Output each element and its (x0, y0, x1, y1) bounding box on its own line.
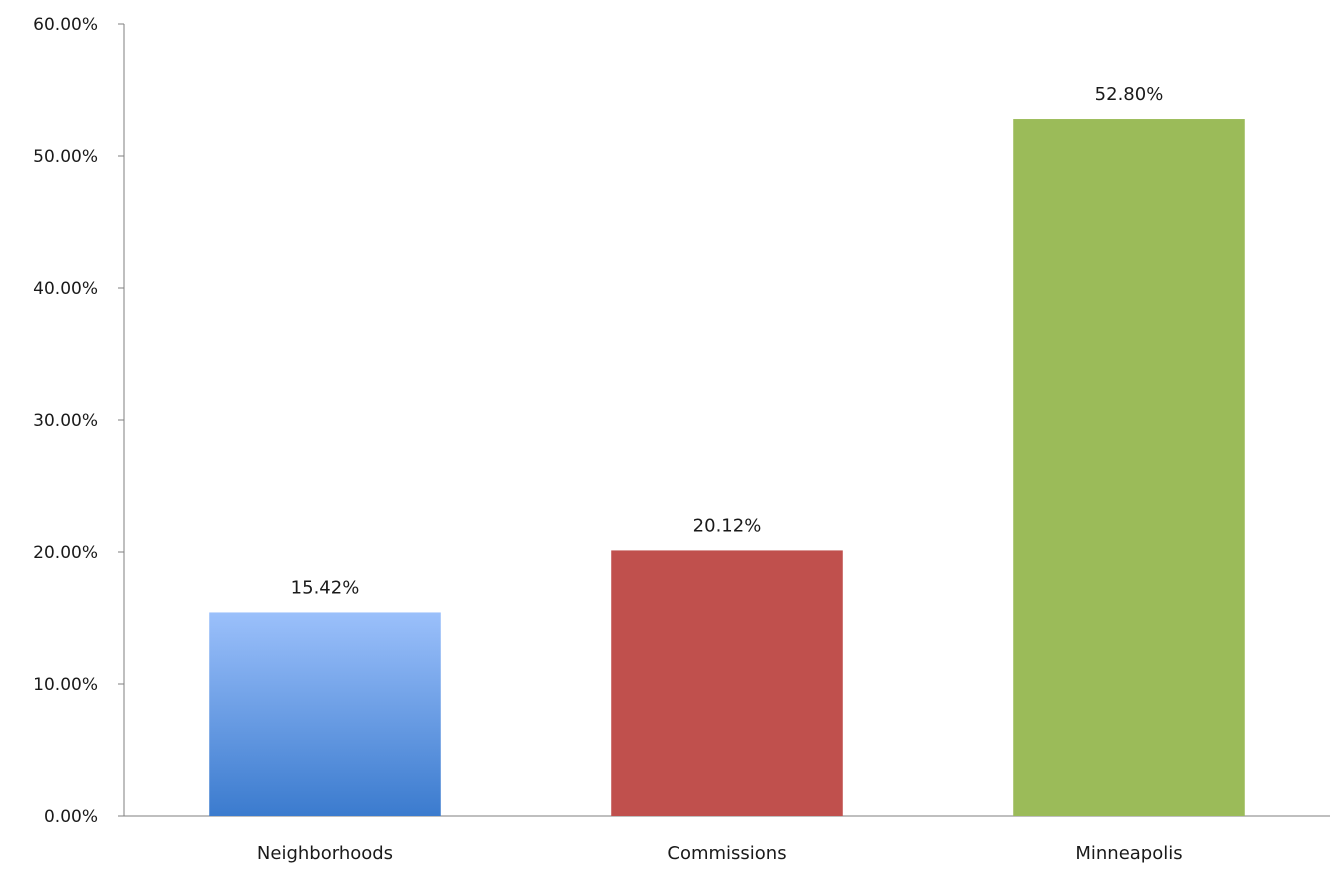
data-labels: 15.42% 20.12% 52.80% (291, 84, 1164, 598)
category-labels: Neighborhoods Commissions Minneapolis (257, 843, 1183, 864)
bar-neighborhoods (209, 612, 441, 816)
y-tick-label: 0.00% (44, 807, 98, 827)
y-tick-label: 50.00% (33, 147, 98, 167)
bar-minneapolis (1013, 119, 1245, 817)
bar-commissions (611, 550, 843, 816)
data-label-neighborhoods: 15.42% (291, 577, 360, 598)
category-label-commissions: Commissions (667, 843, 786, 864)
y-tick-label: 20.00% (33, 543, 98, 563)
y-tick-label: 60.00% (33, 15, 98, 35)
bars (209, 119, 1245, 817)
data-label-minneapolis: 52.80% (1095, 84, 1164, 105)
data-label-commissions: 20.12% (693, 515, 762, 536)
y-tick-label: 30.00% (33, 411, 98, 431)
y-axis-ticks: 0.00% 10.00% 20.00% 30.00% 40.00% 50.00% 60.00… (33, 15, 124, 827)
category-label-minneapolis: Minneapolis (1075, 843, 1182, 864)
category-label-neighborhoods: Neighborhoods (257, 843, 393, 864)
y-tick-label: 40.00% (33, 279, 98, 299)
y-tick-label: 10.00% (33, 675, 98, 695)
